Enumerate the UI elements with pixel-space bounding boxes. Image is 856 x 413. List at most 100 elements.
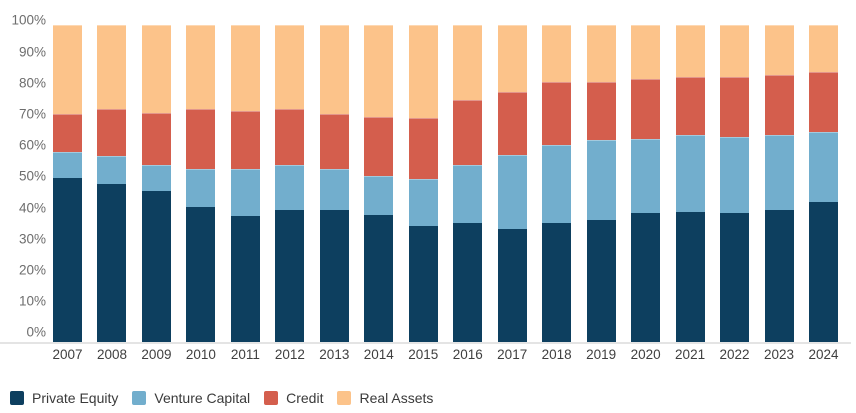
y-tick-label-70pct: 70% xyxy=(18,106,46,122)
bar-2023 xyxy=(764,25,794,343)
segment-2019-venture-capital xyxy=(586,140,616,220)
segment-2018-venture-capital xyxy=(542,145,572,223)
bar-2011 xyxy=(230,25,260,343)
segment-2024-credit xyxy=(808,72,838,133)
x-axis: 2007 2008 2009 2010 2011 2012 2013 2014 2015 2016… xyxy=(52,347,839,362)
legend-swatch-credit xyxy=(264,391,279,405)
segment-2017-credit xyxy=(497,91,527,155)
segment-2024-venture-capital xyxy=(808,132,838,202)
segment-2021-real-assets xyxy=(675,25,705,77)
bar-2007 xyxy=(53,25,82,343)
y-tick-label-20pct: 20% xyxy=(18,262,46,278)
segment-2007-credit xyxy=(53,114,82,152)
segment-2015-private-equity xyxy=(408,226,438,343)
segment-2016-private-equity xyxy=(453,222,483,343)
segment-2009-credit xyxy=(141,112,171,165)
segment-2008-private-equity xyxy=(97,184,127,343)
segment-2017-venture-capital xyxy=(497,154,527,230)
segment-2020-private-equity xyxy=(631,213,661,343)
x-tick-label-2012: 2012 xyxy=(274,347,305,362)
segment-2010-real-assets xyxy=(186,25,216,110)
x-tick-label-2018: 2018 xyxy=(541,347,572,362)
segment-2007-venture-capital xyxy=(53,151,82,178)
segment-2015-venture-capital xyxy=(408,179,438,227)
x-tick-label-2015: 2015 xyxy=(408,347,439,362)
x-tick-label-2024: 2024 xyxy=(808,347,839,362)
segment-2010-credit xyxy=(186,109,216,170)
segment-2007-real-assets xyxy=(53,25,82,115)
segment-2014-private-equity xyxy=(364,214,394,343)
legend-item-venture-capital: Venture Capital xyxy=(132,390,250,406)
segment-2016-credit xyxy=(453,99,483,165)
segment-2015-real-assets xyxy=(408,25,438,118)
segment-2014-credit xyxy=(364,117,394,176)
segment-2023-real-assets xyxy=(764,25,794,76)
segment-2023-credit xyxy=(764,75,794,136)
bar-2015 xyxy=(408,25,438,343)
bar-2017 xyxy=(497,25,527,343)
segment-2010-venture-capital xyxy=(186,169,216,207)
bar-2013 xyxy=(319,25,349,343)
legend-swatch-private-equity xyxy=(10,391,24,405)
segment-2013-real-assets xyxy=(319,25,349,115)
y-tick-label-10pct: 10% xyxy=(18,293,46,309)
x-tick-label-2013: 2013 xyxy=(319,347,350,362)
legend-item-credit: Credit xyxy=(264,390,323,406)
segment-2015-credit xyxy=(408,117,438,180)
segment-2009-private-equity xyxy=(141,190,171,343)
segment-2018-private-equity xyxy=(542,222,572,343)
bar-2019 xyxy=(586,25,616,343)
segment-2013-credit xyxy=(319,114,349,170)
segment-2011-credit xyxy=(230,111,260,170)
x-tick-label-2021: 2021 xyxy=(675,347,706,362)
segment-2011-private-equity xyxy=(230,216,260,343)
segment-2012-credit xyxy=(275,109,305,165)
x-tick-label-2008: 2008 xyxy=(96,347,127,362)
segment-2014-venture-capital xyxy=(364,175,394,215)
segment-2009-real-assets xyxy=(141,25,171,113)
segment-2009-venture-capital xyxy=(141,164,171,191)
legend-label-credit: Credit xyxy=(286,390,324,406)
segment-2008-venture-capital xyxy=(97,156,127,184)
segment-2010-private-equity xyxy=(186,206,216,343)
y-tick-label-60pct: 60% xyxy=(18,137,46,153)
x-tick-label-2016: 2016 xyxy=(452,347,483,362)
segment-2020-venture-capital xyxy=(631,138,661,214)
legend-swatch-venture-capital xyxy=(132,391,147,405)
x-tick-label-2011: 2011 xyxy=(230,347,260,362)
segment-2016-venture-capital xyxy=(453,164,483,223)
segment-2008-credit xyxy=(97,109,127,157)
segment-2013-private-equity xyxy=(319,209,349,343)
segment-2022-real-assets xyxy=(720,25,750,77)
segment-2019-credit xyxy=(586,81,616,141)
segment-2022-private-equity xyxy=(720,213,750,343)
x-tick-label-2010: 2010 xyxy=(185,347,216,362)
x-tick-label-2023: 2023 xyxy=(763,347,795,362)
legend-label-venture-capital: Venture Capital xyxy=(154,390,251,406)
bar-2024 xyxy=(808,25,838,343)
segment-2007-private-equity xyxy=(53,177,82,343)
y-tick-label-80pct: 80% xyxy=(18,75,46,91)
y-tick-label-40pct: 40% xyxy=(18,200,46,215)
segment-2022-venture-capital xyxy=(720,136,750,214)
segment-2024-private-equity xyxy=(808,201,838,343)
segment-2019-real-assets xyxy=(586,25,616,82)
legend-item-real-assets: Real Assets xyxy=(337,390,433,406)
legend-label-private-equity: Private Equity xyxy=(32,390,119,406)
legend-label-real-assets: Real Assets xyxy=(359,390,434,406)
segment-2020-real-assets xyxy=(631,25,661,79)
segment-2023-private-equity xyxy=(764,209,794,343)
segment-2017-real-assets xyxy=(497,25,527,92)
segment-2021-venture-capital xyxy=(675,135,705,212)
x-tick-label-2020: 2020 xyxy=(630,347,661,362)
x-axis-line xyxy=(0,342,851,344)
segment-2018-real-assets xyxy=(542,25,572,82)
bar-2012 xyxy=(275,25,305,343)
y-tick-label-100pct: 100% xyxy=(11,12,46,28)
legend-item-private-equity: Private Equity xyxy=(10,390,118,406)
segment-2019-private-equity xyxy=(586,219,616,343)
segment-2022-credit xyxy=(720,76,750,137)
segment-2017-private-equity xyxy=(497,229,527,343)
bar-2010 xyxy=(186,25,216,343)
